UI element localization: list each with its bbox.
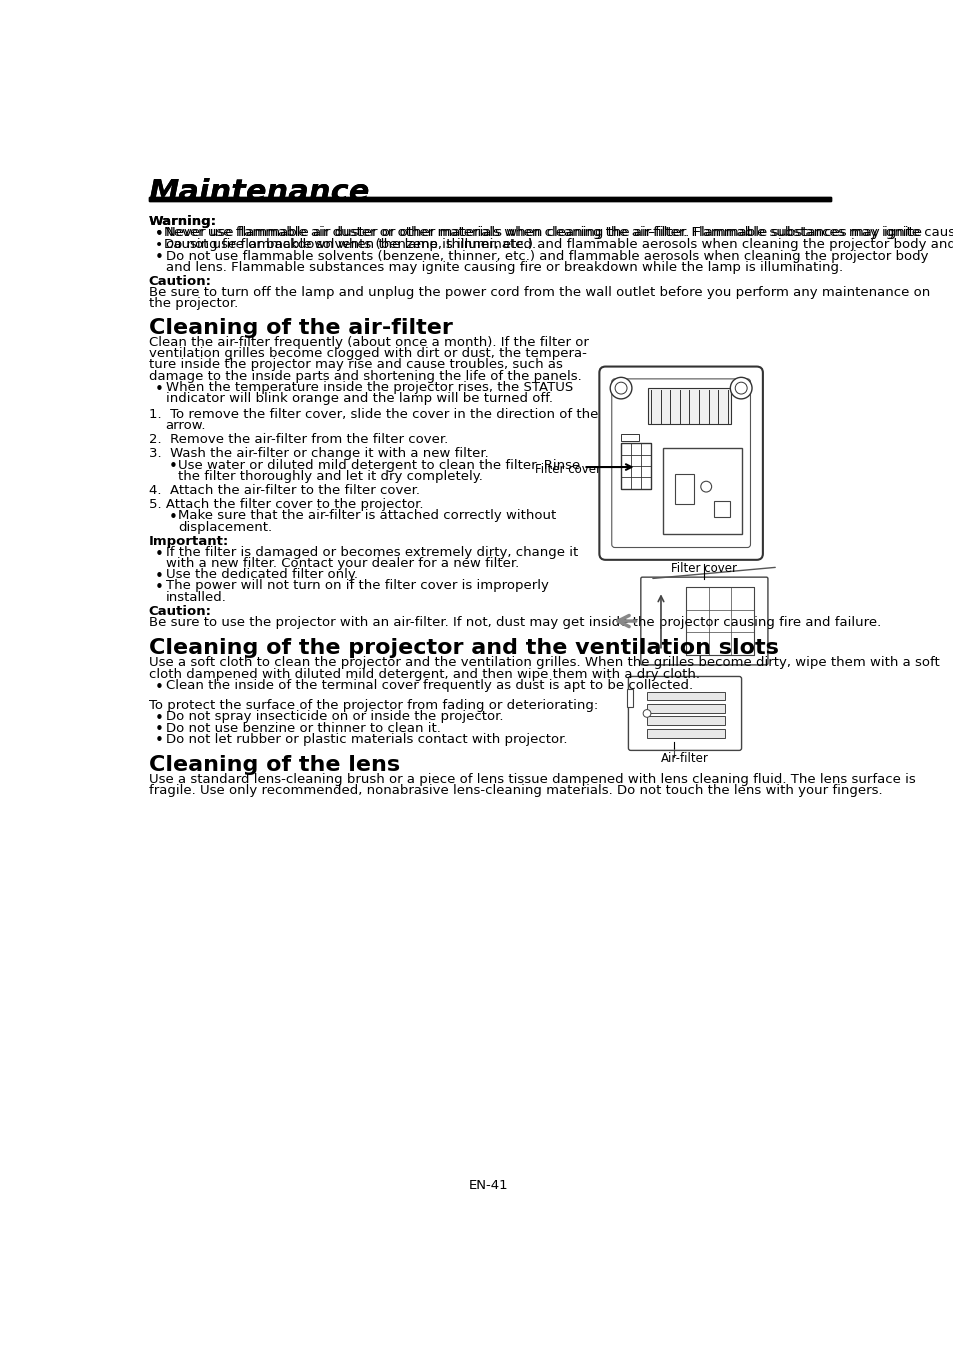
Bar (647, 388, 730, 424)
Text: damage to the inside parts and shortening the life of the panels.: damage to the inside parts and shortenin… (149, 370, 580, 382)
Text: •: • (154, 238, 163, 251)
Text: arrow.: arrow. (166, 419, 206, 432)
Text: Filter cover: Filter cover (671, 562, 737, 574)
Text: Maintenance: Maintenance (149, 178, 370, 207)
Text: Use a soft cloth to clean the projector and the ventilation grilles. When the gr: Use a soft cloth to clean the projector … (149, 657, 939, 670)
Text: Cleaning of the lens: Cleaning of the lens (149, 755, 399, 774)
Circle shape (642, 709, 650, 717)
Bar (646, 692, 724, 700)
Text: installed.: installed. (166, 590, 227, 604)
Circle shape (737, 528, 741, 532)
Text: Important:: Important: (149, 535, 229, 547)
Text: Never use flammable air duster or other materials when cleaning the air-filter. : Never use flammable air duster or other … (166, 227, 921, 239)
Circle shape (735, 382, 746, 394)
FancyBboxPatch shape (640, 577, 767, 665)
Text: Clean the air-filter frequently (about once a month). If the filter or: Clean the air-filter frequently (about o… (149, 336, 588, 349)
Circle shape (700, 481, 711, 492)
Bar (646, 730, 724, 738)
Text: Use a standard lens-cleaning brush or a piece of lens tissue dampened with lens : Use a standard lens-cleaning brush or a … (149, 773, 915, 786)
Text: •: • (154, 227, 163, 240)
Circle shape (610, 377, 631, 399)
Text: indicator will blink orange and the lamp will be turned off.: indicator will blink orange and the lamp… (166, 392, 552, 405)
Bar (646, 716, 724, 725)
Text: ture inside the projector may rise and cause troubles, such as: ture inside the projector may rise and c… (149, 358, 562, 372)
Text: Be sure to turn off the lamp and unplug the power cord from the wall outlet befo: Be sure to turn off the lamp and unplug … (149, 286, 929, 299)
Text: Never use flammable air duster or other materials when cleaning the air-filter. : Never use flammable air duster or other … (164, 227, 953, 239)
Text: Warning:: Warning: (149, 215, 216, 228)
Text: Make sure that the air-filter is attached correctly without: Make sure that the air-filter is attache… (178, 509, 556, 523)
Text: Be sure to use the projector with an air-filter. If not, dust may get inside the: Be sure to use the projector with an air… (149, 616, 880, 630)
Text: causing fire or backdown when the lamp is illuminated.: causing fire or backdown when the lamp i… (166, 238, 536, 250)
Text: If the filter is damaged or becomes extremely dirty, change it: If the filter is damaged or becomes extr… (166, 546, 578, 559)
Text: Cleaning of the air-filter: Cleaning of the air-filter (149, 317, 452, 338)
Bar (620, 434, 639, 440)
Text: •: • (154, 723, 164, 738)
Text: •: • (169, 459, 177, 474)
Text: •: • (154, 227, 164, 242)
Text: 1.  To remove the filter cover, slide the cover in the direction of the: 1. To remove the filter cover, slide the… (149, 408, 598, 420)
Circle shape (730, 377, 751, 399)
Text: When the temperature inside the projector rises, the STATUS: When the temperature inside the projecto… (166, 381, 573, 393)
Text: the projector.: the projector. (149, 297, 237, 311)
Bar (149, 197, 830, 201)
Circle shape (701, 453, 705, 457)
Bar (685, 588, 753, 655)
Text: •: • (154, 734, 164, 748)
Text: fragile. Use only recommended, nonabrasive lens-cleaning materials. Do not touch: fragile. Use only recommended, nonabrasi… (149, 785, 882, 797)
Text: •: • (154, 381, 164, 397)
Text: with a new filter. Contact your dealer for a new filter.: with a new filter. Contact your dealer f… (166, 557, 518, 570)
Circle shape (615, 382, 626, 394)
Text: •: • (154, 711, 164, 725)
Text: cloth dampened with diluted mild detergent, and then wipe them with a dry cloth.: cloth dampened with diluted mild deterge… (149, 667, 699, 681)
Text: and lens. Flammable substances may ignite causing fire or breakdown while the la: and lens. Flammable substances may ignit… (166, 261, 842, 274)
Text: Caution:: Caution: (149, 605, 212, 617)
Text: •: • (154, 580, 164, 596)
Bar (714, 501, 729, 517)
Text: Maintenance: Maintenance (149, 178, 370, 207)
FancyBboxPatch shape (628, 677, 740, 750)
Text: Warning:: Warning: (149, 215, 216, 228)
Bar (646, 704, 724, 713)
Text: To protect the surface of the projector from fading or deteriorating:: To protect the surface of the projector … (149, 700, 598, 712)
Text: •: • (169, 511, 177, 526)
Text: displacement.: displacement. (178, 520, 272, 534)
Text: ventilation grilles become clogged with dirt or dust, the tempera-: ventilation grilles become clogged with … (149, 347, 586, 361)
Text: Caution:: Caution: (149, 274, 212, 288)
FancyBboxPatch shape (598, 366, 762, 559)
Text: •: • (154, 569, 164, 584)
Text: •: • (154, 250, 164, 265)
Text: Filter cover: Filter cover (535, 463, 600, 476)
Text: Cleaning of the projector and the ventilation slots: Cleaning of the projector and the ventil… (149, 638, 778, 658)
Text: The power will not turn on if the filter cover is improperly: The power will not turn on if the filter… (166, 580, 548, 593)
Text: Use water or diluted mild detergent to clean the filter. Rinse: Use water or diluted mild detergent to c… (178, 458, 579, 471)
Text: 5. Attach the filter cover to the projector.: 5. Attach the filter cover to the projec… (149, 499, 423, 511)
Bar (674, 474, 694, 504)
Text: 3.  Wash the air-filter or change it with a new filter.: 3. Wash the air-filter or change it with… (149, 447, 488, 461)
Text: •: • (154, 680, 164, 694)
Text: Do not use flammable solvents (benzene, thinner, etc.) and flammable aerosols wh: Do not use flammable solvents (benzene, … (164, 238, 953, 250)
Bar (626, 689, 633, 707)
Text: Clean the inside of the terminal cover frequently as dust is apt to be collected: Clean the inside of the terminal cover f… (166, 678, 692, 692)
FancyBboxPatch shape (611, 378, 750, 547)
Text: 2.  Remove the air-filter from the filter cover.: 2. Remove the air-filter from the filter… (149, 434, 448, 446)
Text: Do not use flammable solvents (benzene, thinner, etc.) and flammable aerosols wh: Do not use flammable solvents (benzene, … (166, 250, 927, 262)
Text: Use the dedicated filter only.: Use the dedicated filter only. (166, 569, 357, 581)
Text: EN-41: EN-41 (469, 1179, 508, 1193)
Text: Do not spray insecticide on or inside the projector.: Do not spray insecticide on or inside th… (166, 711, 503, 723)
Text: 4.  Attach the air-filter to the filter cover.: 4. Attach the air-filter to the filter c… (149, 484, 419, 497)
Bar (149, 197, 830, 201)
Text: •: • (154, 547, 164, 562)
Bar (662, 447, 740, 535)
Bar (620, 443, 651, 489)
Text: Do not use benzine or thinner to clean it.: Do not use benzine or thinner to clean i… (166, 721, 440, 735)
Text: Do not let rubber or plastic materials contact with projector.: Do not let rubber or plastic materials c… (166, 732, 567, 746)
FancyArrowPatch shape (652, 567, 775, 578)
Text: the filter thoroughly and let it dry completely.: the filter thoroughly and let it dry com… (178, 470, 482, 482)
Text: Air-filter: Air-filter (660, 753, 708, 765)
